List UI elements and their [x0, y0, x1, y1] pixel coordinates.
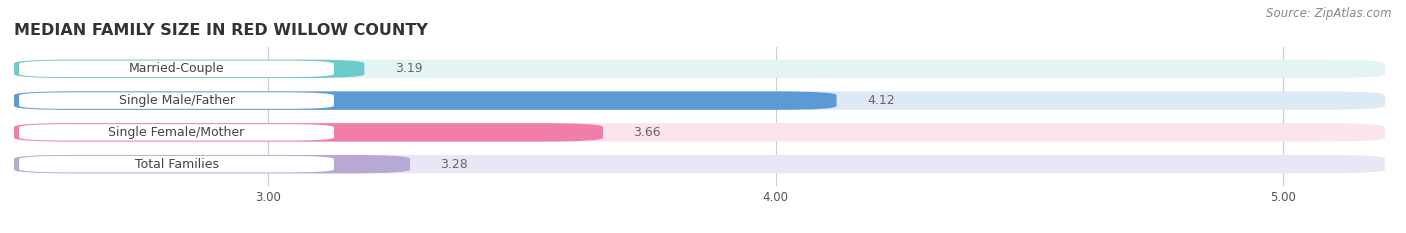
FancyBboxPatch shape [14, 123, 603, 142]
FancyBboxPatch shape [14, 91, 837, 110]
FancyBboxPatch shape [20, 124, 335, 141]
Text: 4.12: 4.12 [868, 94, 894, 107]
Text: 3.28: 3.28 [440, 158, 468, 171]
Text: Married-Couple: Married-Couple [129, 62, 225, 75]
FancyBboxPatch shape [14, 91, 1385, 110]
Text: Source: ZipAtlas.com: Source: ZipAtlas.com [1267, 7, 1392, 20]
FancyBboxPatch shape [20, 61, 335, 77]
FancyBboxPatch shape [14, 60, 1385, 78]
FancyBboxPatch shape [14, 60, 364, 78]
Text: 3.19: 3.19 [395, 62, 422, 75]
FancyBboxPatch shape [14, 155, 411, 173]
FancyBboxPatch shape [20, 92, 335, 109]
Text: 3.66: 3.66 [634, 126, 661, 139]
Text: MEDIAN FAMILY SIZE IN RED WILLOW COUNTY: MEDIAN FAMILY SIZE IN RED WILLOW COUNTY [14, 24, 427, 38]
Text: Single Male/Father: Single Male/Father [118, 94, 235, 107]
FancyBboxPatch shape [20, 156, 335, 172]
FancyBboxPatch shape [14, 123, 1385, 142]
Text: Total Families: Total Families [135, 158, 218, 171]
Text: Single Female/Mother: Single Female/Mother [108, 126, 245, 139]
FancyBboxPatch shape [14, 155, 1385, 173]
